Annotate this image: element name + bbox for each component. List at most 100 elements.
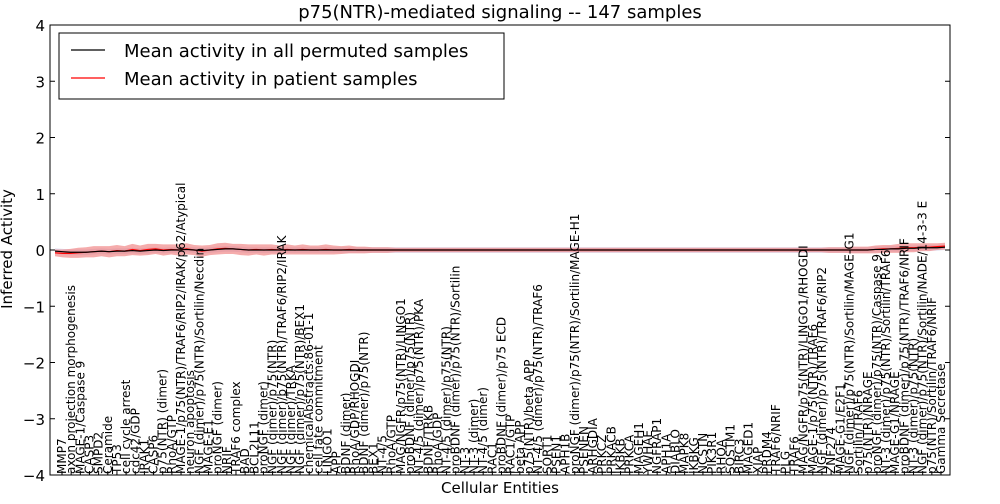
y-tick-label: 2 — [35, 130, 45, 148]
x-tick-label: Gamma Secretase — [934, 363, 948, 474]
x-tick-label: RhoA/GDP — [430, 413, 444, 474]
x-tick-label: NGF (dimer)/p75(NTR) — [266, 340, 280, 474]
x-tick-label: NRIF — [220, 446, 234, 474]
x-tick-label: NT-4/5 (dimer)/p75(NTR) — [440, 326, 454, 474]
x-tick-label: PIK3R1 — [705, 432, 719, 474]
x-tick-label: NGF (dimer)/p75(NTR)/BEX1 — [293, 304, 307, 474]
y-tick-label: 4 — [35, 17, 45, 35]
x-tick-label: NT-3 (dimer)/p75(NTR) — [907, 338, 921, 474]
x-tick-label: SQSTM1 — [723, 424, 737, 474]
x-tick-label: NT-3 — [458, 447, 472, 474]
y-tick-label: −4 — [23, 467, 45, 485]
lines-layer — [54, 245, 946, 254]
x-tick-label: proNGF (dimer) — [211, 381, 225, 474]
x-tick-label: cdc42/GDP — [128, 408, 142, 474]
x-tick-label: BDNF (dimer)/p75(NTR) — [357, 332, 371, 474]
legend-label-patient: Mean activity in patient samples — [124, 69, 418, 90]
x-tick-label: RAC1/GTP — [504, 415, 518, 474]
x-tick-label: APH1A — [659, 433, 673, 474]
y-tick-label: −3 — [23, 411, 45, 429]
x-tick-label: BDNF (dimer) — [339, 393, 353, 475]
x-tick-label: RHOA — [714, 438, 728, 474]
x-tick-label: PLG — [778, 451, 792, 474]
x-tick-label: MAGE-1/Caspase 9 — [73, 361, 87, 474]
x-tick-label: MAGE-E1 — [202, 419, 216, 474]
x-tick-label: cell fate commitment — [311, 345, 325, 474]
x-tick-label: TRAF6 complex — [229, 381, 243, 475]
x-tick-label: APP — [330, 451, 344, 474]
x-tick-label: RAC1 — [485, 442, 499, 474]
plot-frame — [49, 24, 951, 476]
x-tick-label: NT-4/5 (dimer) — [476, 387, 490, 474]
x-tick-label: NGF (dimer)/p75(NTR)/Sortilin/NADE/14-3-… — [916, 201, 930, 474]
x-tick-label: TP53 — [110, 444, 124, 475]
x-tick-label: XIAP — [751, 447, 765, 474]
x-axis-label: Cellular Entities — [441, 479, 559, 497]
x-tick-label: p75(NTR) (dimer) — [156, 369, 170, 474]
x-tick-label: MAGEH1 — [632, 422, 646, 474]
x-tick-label: MMP7 — [55, 438, 69, 474]
x-tick-label: NGF (dimer)/p75(NTR)/TRAF6/RIP2/IRAK — [275, 234, 289, 474]
x-tick-label: axon projection morphogenesis — [64, 285, 78, 474]
y-tick-label: 1 — [35, 186, 45, 204]
y-axis: −4 −3 −2 −1 0 1 2 3 4 — [23, 17, 950, 485]
x-tick-label: TRAF6/NRIF — [769, 404, 783, 475]
x-tick-label: MAGE-G1/NRAGE — [888, 371, 902, 474]
y-tick-label: −1 — [23, 298, 45, 316]
x-tick-label: PSEN1 — [549, 435, 563, 474]
y-axis-label: Inferred Activity — [0, 189, 16, 309]
x-tick-label: PRDM4 — [760, 431, 774, 474]
x-tick-label: RhoA/GTP — [165, 415, 179, 474]
x-tick-label: Sortilin/TRAF6 — [852, 390, 866, 474]
x-tick-label: proBDNF (dimer)/p75(NTR)/Sortilin — [449, 266, 463, 474]
x-tick-label: NGF (dimer)/p75(NTR)/Sortilin/MAGE-G1 — [842, 233, 856, 474]
x-tick-label: BAD — [238, 448, 252, 474]
x-tick-label: p75(NTR)/Sortilin/TRAF6/NRIF — [925, 297, 939, 474]
x-tick-label: cell cycle arrest — [119, 379, 133, 474]
y-tick-label: −2 — [23, 355, 45, 373]
x-tick-label: MAG/NGFR/p75(NTR)/LINGO1 — [394, 298, 408, 474]
x-tick-label: MAG/NGFR/p75(NTR)/LINGO1/RHOGDI — [797, 245, 811, 474]
x-tick-label: NT-3 (dimer)/p75(NTR)/Sortilin/TRAF6 — [879, 250, 893, 474]
x-tick-label: BEX1 — [366, 442, 380, 474]
x-tick-label: NT-4/5 — [375, 435, 389, 474]
x-tick-label: PRKCA — [623, 434, 637, 474]
x-tick-label: ZNF274 — [824, 427, 838, 474]
permuted-mean-line — [54, 246, 946, 253]
x-tick-label: neuron apoptosis — [183, 370, 197, 474]
x-tick-label: NGFRAP1 — [650, 418, 664, 474]
x-tick-label: BDNF/TRKB — [421, 405, 435, 474]
x-tick-label: proBDNF (dimer)/p75(NTR)/TRAF6/NRIF — [897, 238, 911, 474]
chart-title: p75(NTR)-mediated signaling -- 147 sampl… — [298, 2, 702, 23]
y-tick-label: 0 — [35, 242, 45, 260]
x-tick-label: IKBKB — [614, 438, 628, 474]
x-tick-label: MAGED1 — [742, 422, 756, 474]
y-tick-label: 3 — [35, 73, 45, 91]
x-tick-label: MAGE-G1/E2F1 — [833, 383, 847, 474]
x-tick-label: PRKCZ — [595, 435, 609, 474]
x-tick-label: DIABLO — [668, 429, 682, 474]
x-tick-label: Ceramide — [101, 416, 115, 474]
x-tick-label: proNGF (dimer)/p75(NTR)/Sortilin/MAGE-H1 — [568, 214, 582, 474]
x-tick-label: SORT1 — [540, 435, 554, 475]
legend-box — [58, 32, 505, 100]
x-tick-label: proNGF (dimer)/p75(NTR)/Caspase 9 — [870, 254, 884, 474]
x-tick-label: MAGE-1/p75(NTR)/TRAF6/RIP2/IRAK/p62/Atyp… — [174, 183, 188, 474]
x-tick-label: p75(NTR)/NRAGE — [861, 371, 875, 474]
x-tick-label: BIRC3 — [733, 438, 747, 474]
x-tick-label: IRAK1 — [137, 439, 151, 474]
x-tick-label: PSENEN — [577, 426, 591, 474]
x-tick-label: LINGO1 — [321, 428, 335, 474]
x-tick-label: SMPD2 — [92, 432, 106, 474]
x-tick-label: ARHGDIA — [586, 417, 600, 474]
x-tick-label: PRKACB — [604, 426, 618, 474]
x-tick-label: TRAF6 — [788, 436, 802, 475]
x-tick-label: APH1B — [559, 434, 573, 474]
x-tick-label: NGF (dimer)/p75(NTR)/Sortilin/Necdin — [192, 248, 206, 474]
x-tick-label: p75(NTR)/beta APP — [522, 360, 536, 475]
x-tick-label: chemicalAbstracts:86-01-1 — [302, 313, 316, 474]
x-tick-label: proBDNF (dimer)/p75(NTR) — [403, 312, 417, 474]
x-tick-label: NGF (dimer)/p75(NTR)/TRAF6/RIP2 — [815, 267, 829, 474]
